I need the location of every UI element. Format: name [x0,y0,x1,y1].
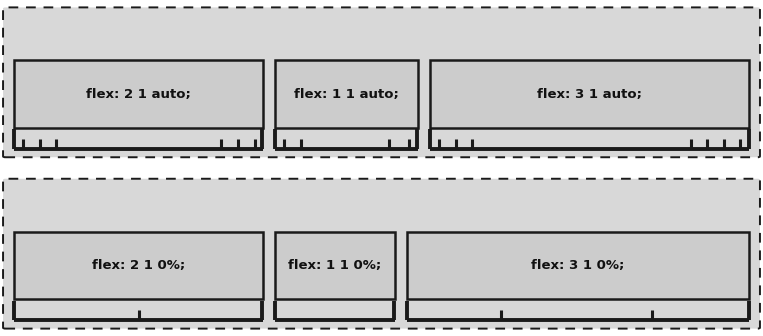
Text: flex: 1 1 0%;: flex: 1 1 0%; [288,259,382,272]
FancyBboxPatch shape [3,7,760,157]
FancyBboxPatch shape [14,60,263,128]
FancyBboxPatch shape [14,232,263,299]
FancyBboxPatch shape [3,179,760,329]
Text: flex: 3 1 0%;: flex: 3 1 0%; [531,259,625,272]
Text: flex: 1 1 auto;: flex: 1 1 auto; [294,88,399,100]
Text: flex: 2 1 auto;: flex: 2 1 auto; [86,88,191,100]
Text: flex: 3 1 auto;: flex: 3 1 auto; [537,88,642,100]
FancyBboxPatch shape [275,60,418,128]
FancyBboxPatch shape [407,232,749,299]
FancyBboxPatch shape [275,232,395,299]
FancyBboxPatch shape [430,60,749,128]
Text: flex: 2 1 0%;: flex: 2 1 0%; [92,259,185,272]
